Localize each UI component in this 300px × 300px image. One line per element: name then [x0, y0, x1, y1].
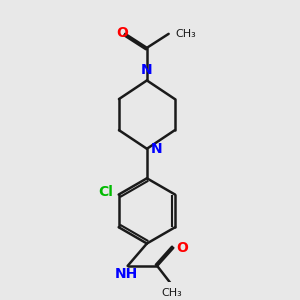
Text: N: N: [141, 63, 153, 77]
Text: O: O: [176, 241, 188, 255]
Text: NH: NH: [115, 267, 138, 281]
Text: CH₃: CH₃: [176, 29, 196, 39]
Text: N: N: [151, 142, 162, 156]
Text: CH₃: CH₃: [162, 288, 182, 298]
Text: Cl: Cl: [98, 185, 113, 199]
Text: O: O: [116, 26, 128, 40]
